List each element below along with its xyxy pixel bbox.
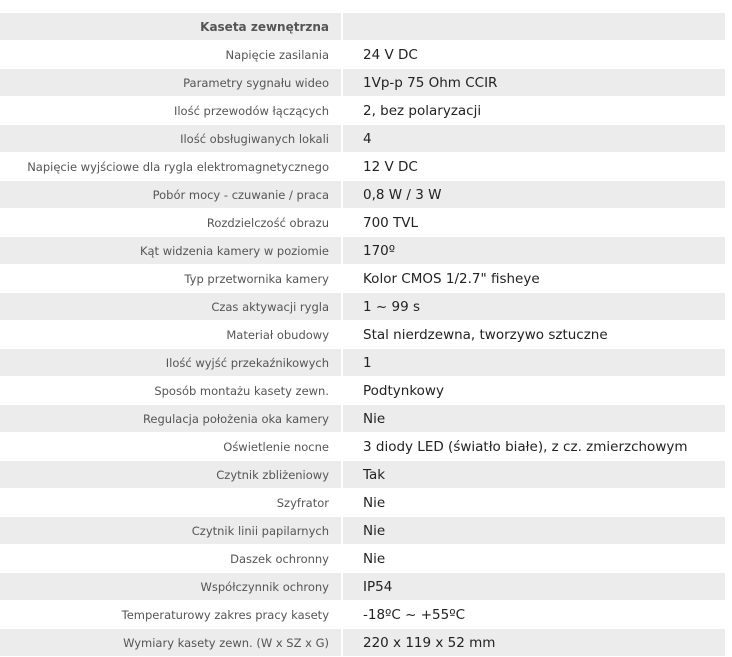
spec-label: Szyfrator	[0, 489, 343, 516]
table-row: Ilość przewodów łączących 2, bez polaryza…	[0, 97, 725, 124]
spec-label: Daszek ochronny	[0, 545, 343, 572]
table-row: Napięcie zasilania 24 V DC	[0, 41, 725, 68]
spec-label: Czytnik linii papilarnych	[0, 517, 343, 544]
spec-label: Napięcie zasilania	[0, 41, 343, 68]
table-row: Sposób montażu kasety zewn. Podtynkowy	[0, 377, 725, 404]
table-row: Ilość wyjść przekaźnikowych 1	[0, 349, 725, 376]
table-row: Oświetlenie nocne 3 diody LED (światło bi…	[0, 433, 725, 460]
table-row: Ilość obsługiwanych lokali 4	[0, 125, 725, 152]
spec-value: Podtynkowy	[343, 377, 725, 404]
table-row: Materiał obudowy Stal nierdzewna, tworzyw…	[0, 321, 725, 348]
spec-label: Sposób montażu kasety zewn.	[0, 377, 343, 404]
spec-value: 4	[343, 125, 725, 152]
table-row: Współczynnik ochrony IP54	[0, 573, 725, 600]
spec-value: Kolor CMOS 1/2.7" fisheye	[343, 265, 725, 292]
table-row: Pobór mocy - czuwanie / praca 0,8 W / 3 W	[0, 181, 725, 208]
table-row: Parametry sygnału wideo 1Vp-p 75 Ohm CCIR	[0, 69, 725, 96]
spec-label: Napięcie wyjściowe dla rygla elektromagn…	[0, 153, 343, 180]
spec-label: Parametry sygnału wideo	[0, 69, 343, 96]
spec-value: Nie	[343, 517, 725, 544]
spec-value: 24 V DC	[343, 41, 725, 68]
spec-value: 2, bez polaryzacji	[343, 97, 725, 124]
spec-value: -18ºC ~ +55ºC	[343, 601, 725, 628]
table-row: Czytnik linii papilarnych Nie	[0, 517, 725, 544]
table-row: Typ przetwornika kamery Kolor CMOS 1/2.7"…	[0, 265, 725, 292]
spec-label: Temperaturowy zakres pracy kasety	[0, 601, 343, 628]
spec-value: 1Vp-p 75 Ohm CCIR	[343, 69, 725, 96]
spec-value: 12 V DC	[343, 153, 725, 180]
spec-value: Stal nierdzewna, tworzywo sztuczne	[343, 321, 725, 348]
spec-value: Nie	[343, 545, 725, 572]
spec-label: Ilość obsługiwanych lokali	[0, 125, 343, 152]
spec-label: Regulacja położenia oka kamery	[0, 405, 343, 432]
table-row: Czytnik zbliżeniowy Tak	[0, 461, 725, 488]
spec-label: Oświetlenie nocne	[0, 433, 343, 460]
table-row: Szyfrator Nie	[0, 489, 725, 516]
table-row: Czas aktywacji rygla 1 ~ 99 s	[0, 293, 725, 320]
spec-value: 170º	[343, 237, 725, 264]
spec-label: Pobór mocy - czuwanie / praca	[0, 181, 343, 208]
spec-label: Czas aktywacji rygla	[0, 293, 343, 320]
spec-value: 0,8 W / 3 W	[343, 181, 725, 208]
table-row: Kąt widzenia kamery w poziomie 170º	[0, 237, 725, 264]
table-row: Napięcie wyjściowe dla rygla elektromagn…	[0, 153, 725, 180]
spec-value: 3 diody LED (światło białe), z cz. zmier…	[343, 433, 725, 460]
table-row: Wymiary kasety zewn. (W x SZ x G) 220 x 1…	[0, 629, 725, 656]
spec-value: Nie	[343, 405, 725, 432]
section-value	[343, 13, 725, 40]
spec-value: 220 x 119 x 52 mm	[343, 629, 725, 656]
spec-value: 1	[343, 349, 725, 376]
table-row: Rozdzielczość obrazu 700 TVL	[0, 209, 725, 236]
spec-label: Kąt widzenia kamery w poziomie	[0, 237, 343, 264]
spec-value: 700 TVL	[343, 209, 725, 236]
table-row: Temperaturowy zakres pracy kasety -18ºC ~…	[0, 601, 725, 628]
table-header-row: Kaseta zewnętrzna	[0, 13, 725, 40]
spec-value: Nie	[343, 489, 725, 516]
spec-label: Współczynnik ochrony	[0, 573, 343, 600]
spec-value: IP54	[343, 573, 725, 600]
spec-label: Czytnik zbliżeniowy	[0, 461, 343, 488]
section-title: Kaseta zewnętrzna	[0, 13, 343, 40]
spec-table: Kaseta zewnętrzna Napięcie zasilania 24 V…	[0, 12, 725, 657]
spec-value: 1 ~ 99 s	[343, 293, 725, 320]
spec-label: Ilość wyjść przekaźnikowych	[0, 349, 343, 376]
spec-label: Rozdzielczość obrazu	[0, 209, 343, 236]
spec-label: Materiał obudowy	[0, 321, 343, 348]
spec-value: Tak	[343, 461, 725, 488]
table-row: Daszek ochronny Nie	[0, 545, 725, 572]
spec-label: Typ przetwornika kamery	[0, 265, 343, 292]
table-row: Regulacja położenia oka kamery Nie	[0, 405, 725, 432]
spec-label: Ilość przewodów łączących	[0, 97, 343, 124]
spec-label: Wymiary kasety zewn. (W x SZ x G)	[0, 629, 343, 656]
